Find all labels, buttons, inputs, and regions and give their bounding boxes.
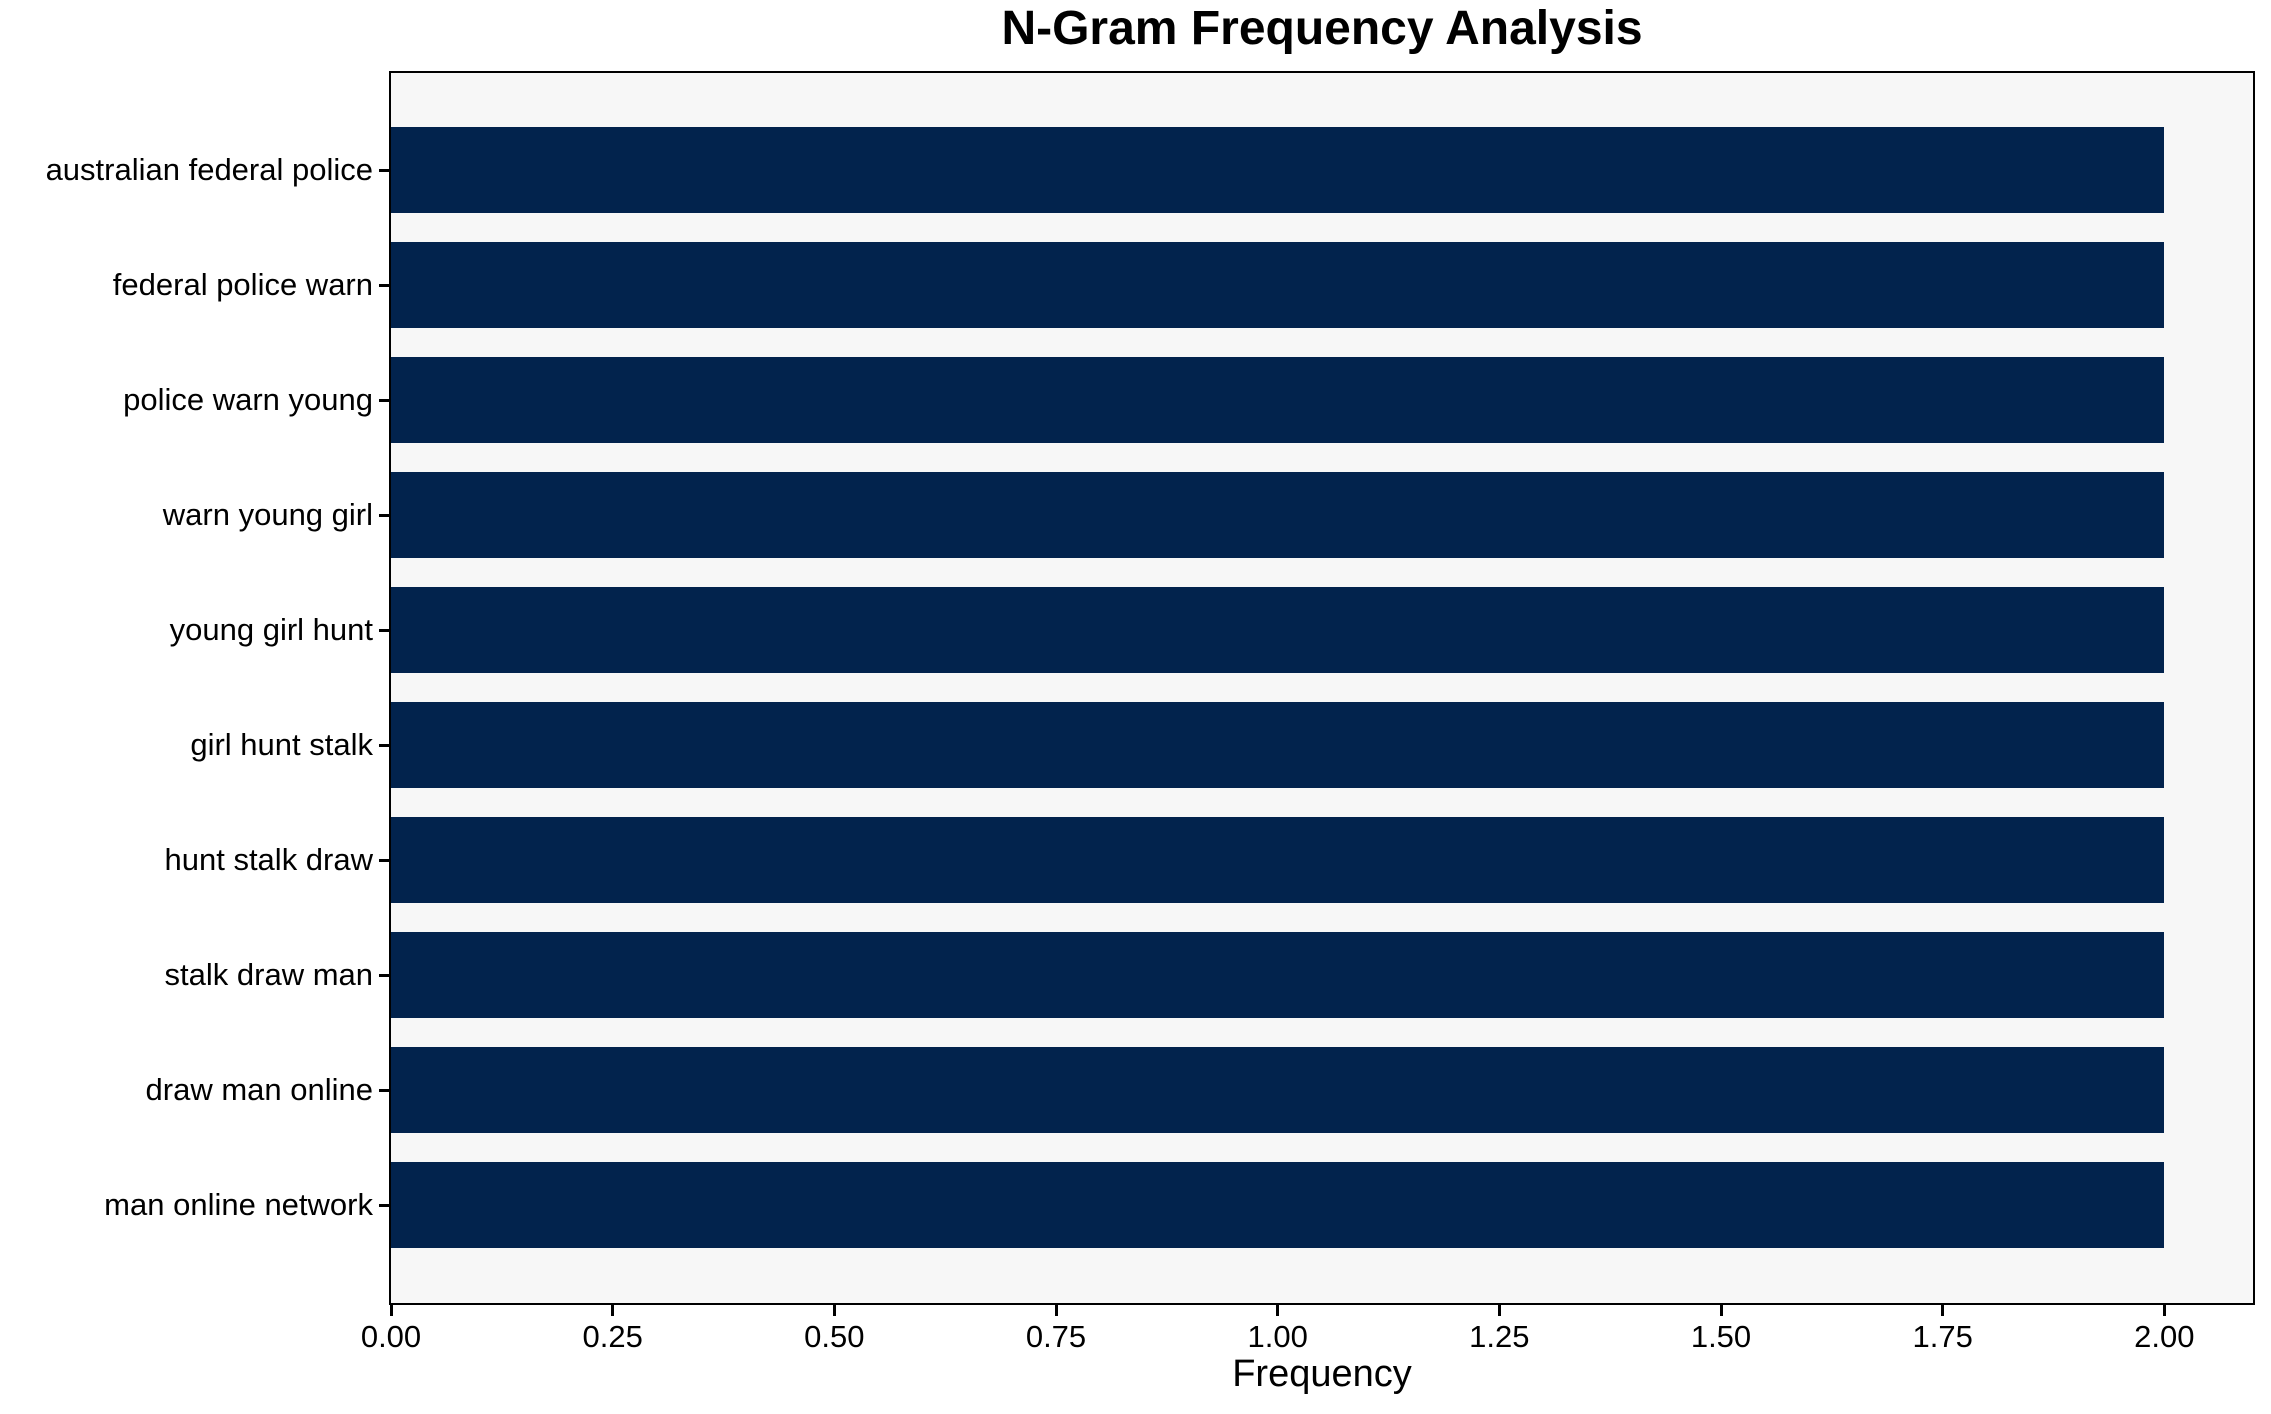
x-axis-tick <box>2162 1305 2166 1316</box>
x-tick-label: 0.25 <box>582 1319 643 1354</box>
y-axis-tick <box>379 1088 391 1092</box>
x-axis-tick <box>1054 1305 1058 1316</box>
bar-young-girl-hunt <box>391 587 2165 673</box>
x-tick-label: 0.00 <box>360 1319 422 1354</box>
x-axis-label: Frequency <box>1232 1353 1412 1395</box>
y-tick-label: federal police warn <box>112 267 373 302</box>
x-axis-tick <box>832 1305 836 1316</box>
y-axis-tick <box>379 283 391 287</box>
bar-australian-federal-police <box>391 127 2165 213</box>
y-tick-label: hunt stalk draw <box>164 842 374 877</box>
bar-warn-young-girl <box>391 472 2165 558</box>
y-axis-tick <box>379 1203 391 1207</box>
bar-hunt-stalk-draw <box>391 817 2165 903</box>
y-axis-tick <box>379 513 391 517</box>
y-axis-tick <box>379 743 391 747</box>
bar-stalk-draw-man <box>391 932 2165 1018</box>
bar-federal-police-warn <box>391 242 2165 328</box>
bar-police-warn-young <box>391 357 2165 443</box>
x-axis-tick <box>1276 1305 1280 1316</box>
y-axis-tick <box>379 858 391 862</box>
x-tick-label: 0.50 <box>804 1319 865 1354</box>
y-tick-label: girl hunt stalk <box>190 727 373 762</box>
y-axis-tick <box>379 168 391 172</box>
plot-area <box>389 71 2255 1305</box>
x-tick-label: 2.00 <box>2134 1319 2195 1354</box>
bar-man-online-network <box>391 1162 2165 1248</box>
x-tick-label: 0.75 <box>1025 1319 1087 1354</box>
y-tick-label: young girl hunt <box>169 612 373 647</box>
y-tick-label: draw man online <box>145 1072 373 1107</box>
x-axis-tick <box>1719 1305 1723 1316</box>
x-tick-label: 1.50 <box>1690 1319 1752 1354</box>
x-tick-label: 1.00 <box>1247 1319 1308 1354</box>
chart-title: N-Gram Frequency Analysis <box>1001 2 1643 55</box>
x-axis-tick <box>1497 1305 1501 1316</box>
x-axis-tick <box>611 1305 615 1316</box>
x-axis-tick <box>1941 1305 1945 1316</box>
y-tick-label: stalk draw man <box>164 957 373 992</box>
bar-girl-hunt-stalk <box>391 702 2165 788</box>
y-axis-tick <box>379 398 391 402</box>
x-axis-tick <box>389 1305 393 1316</box>
y-tick-label: australian federal police <box>45 152 373 187</box>
bar-draw-man-online <box>391 1047 2165 1133</box>
y-axis-tick <box>379 628 391 632</box>
x-tick-label: 1.75 <box>1912 1319 1973 1354</box>
y-tick-label: man online network <box>104 1187 373 1222</box>
y-axis-tick <box>379 973 391 977</box>
y-tick-label: warn young girl <box>162 497 373 532</box>
x-tick-label: 1.25 <box>1469 1319 1530 1354</box>
y-tick-label: police warn young <box>123 382 373 417</box>
